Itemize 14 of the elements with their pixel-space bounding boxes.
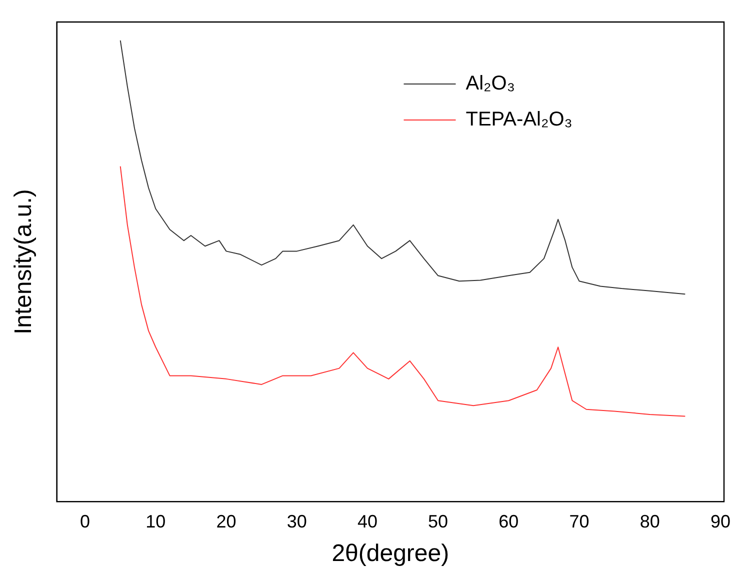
legend-label: TEPA-Al₂O₃ bbox=[466, 108, 572, 131]
x-tick-label: 60 bbox=[498, 511, 519, 532]
x-tick-label: 10 bbox=[146, 511, 166, 532]
x-axis-title: 2θ(degree) bbox=[332, 540, 450, 568]
x-tick-label: 40 bbox=[357, 511, 378, 532]
x-tick-label: 20 bbox=[216, 511, 236, 532]
x-tick-label: 30 bbox=[286, 511, 307, 532]
x-tick-label: 80 bbox=[640, 511, 660, 532]
y-axis-title: Intensity(a.u.) bbox=[10, 189, 38, 335]
x-tick-label: 70 bbox=[569, 511, 590, 532]
x-tick-label: 0 bbox=[80, 511, 90, 532]
x-tick-label: 50 bbox=[428, 511, 448, 532]
x-tick-label: 90 bbox=[710, 511, 730, 532]
legend-label: Al₂O₃ bbox=[466, 72, 515, 95]
